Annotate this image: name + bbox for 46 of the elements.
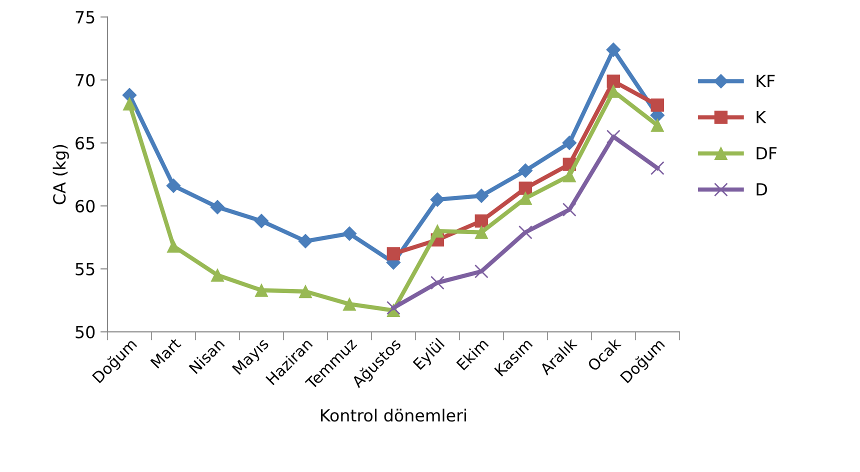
y-tick-label: 75 xyxy=(76,11,94,24)
point xyxy=(474,264,488,278)
legend-label: KF xyxy=(756,74,775,88)
y-tick-label: 55 xyxy=(76,263,94,276)
point xyxy=(430,224,444,238)
point xyxy=(650,98,664,112)
point xyxy=(474,188,489,204)
point xyxy=(474,226,488,239)
point xyxy=(166,240,180,253)
point xyxy=(518,225,532,240)
point xyxy=(562,202,576,217)
point xyxy=(606,74,620,88)
point xyxy=(342,226,357,241)
y-tick-label: 50 xyxy=(76,326,95,338)
point xyxy=(650,118,664,132)
y-tick-label: 70 xyxy=(76,74,95,87)
point xyxy=(298,234,313,248)
point xyxy=(210,200,225,214)
legend-label: D xyxy=(756,183,767,196)
y-tick-label: 60 xyxy=(76,200,95,212)
point xyxy=(298,284,312,298)
point xyxy=(474,214,488,228)
point xyxy=(562,169,576,182)
point xyxy=(386,300,400,315)
y-axis-title: CA (kg) xyxy=(52,145,69,204)
point xyxy=(210,268,224,282)
point xyxy=(650,161,664,176)
point xyxy=(606,130,620,144)
point xyxy=(518,163,533,178)
point xyxy=(430,276,444,290)
y-tick-label: 65 xyxy=(76,136,94,150)
point xyxy=(122,97,136,110)
point xyxy=(606,84,620,98)
legend-label: K xyxy=(756,111,766,124)
point xyxy=(342,298,356,311)
point xyxy=(166,178,181,193)
point xyxy=(518,182,532,195)
point xyxy=(254,214,269,228)
point xyxy=(254,284,268,297)
point xyxy=(562,136,577,150)
point xyxy=(606,42,621,57)
legend-label: DF xyxy=(756,147,777,160)
point xyxy=(386,247,400,260)
point xyxy=(518,192,532,205)
point xyxy=(430,192,445,207)
x-axis-title: Kontrol dönemleri xyxy=(320,408,466,422)
